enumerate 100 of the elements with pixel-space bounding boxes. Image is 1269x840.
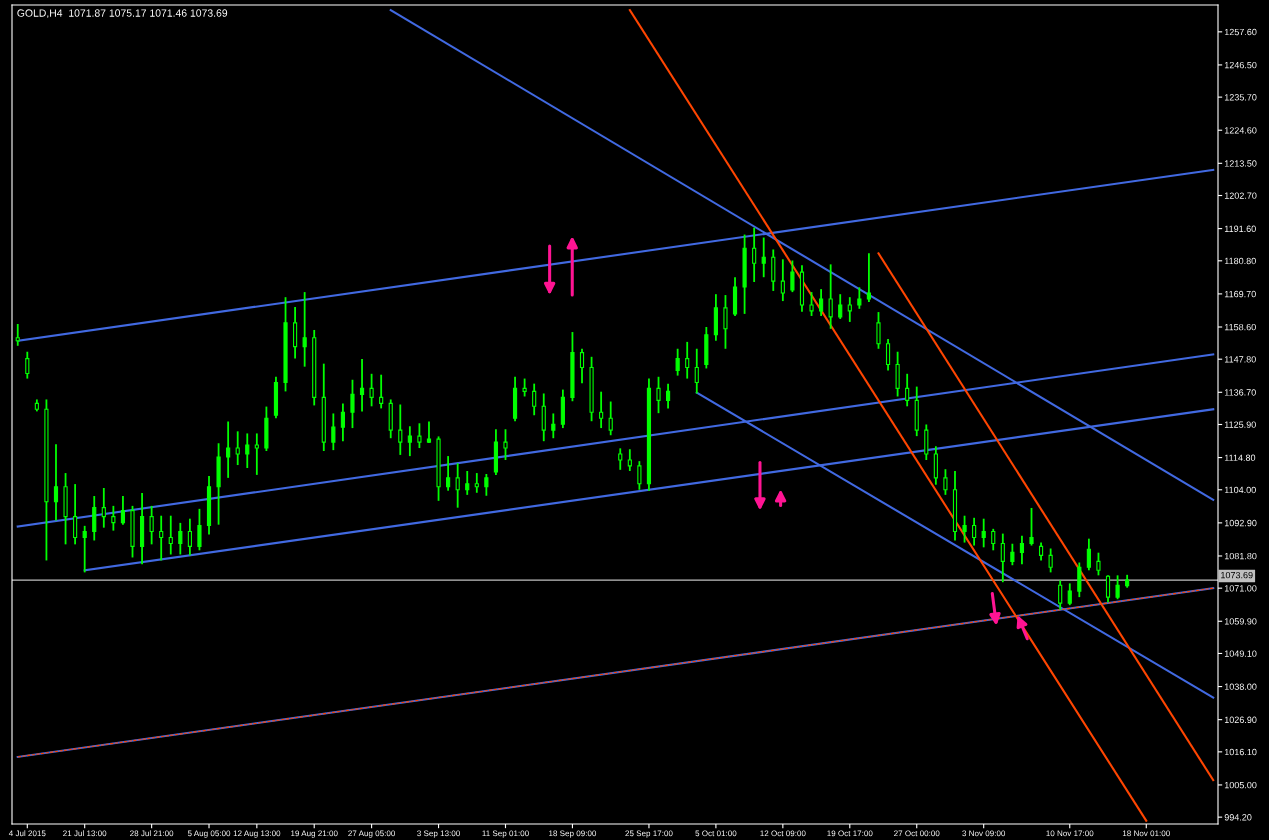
candlestick (197, 508, 202, 551)
candlestick (675, 348, 680, 376)
y-tick-label: 1005.00 (1224, 781, 1257, 789)
candlestick (809, 292, 814, 316)
candlestick (245, 433, 250, 469)
y-tick-label: 1114.80 (1224, 454, 1256, 461)
candlestick (876, 312, 881, 349)
candlestick (522, 378, 527, 397)
y-tick-label: 1081.80 (1224, 552, 1257, 560)
candlestick (293, 307, 298, 359)
candlestick (972, 517, 977, 546)
candlestick (532, 383, 537, 416)
x-tick-label: 28 Jul 21:00 (130, 830, 174, 837)
candlestick (426, 421, 432, 443)
candlestick (446, 456, 451, 491)
candlestick (1048, 548, 1053, 573)
candlestick (1029, 507, 1034, 546)
x-tick-label: 12 Aug 13:00 (233, 830, 281, 838)
candlestick (933, 446, 938, 485)
x-tick-label: 5 Aug 05:00 (187, 830, 231, 838)
candlestick (25, 351, 30, 379)
candlestick (73, 484, 78, 545)
candlestick (828, 264, 833, 329)
candlestick (551, 413, 556, 439)
candlestick (503, 429, 508, 460)
candlestick (1019, 535, 1025, 565)
candlestick (1058, 580, 1063, 610)
candlestick (359, 358, 365, 412)
x-tick-label: 19 Aug 21:00 (291, 830, 338, 838)
candlestick (455, 463, 460, 508)
y-tick-label: 1180.80 (1224, 257, 1256, 265)
candlestick (1086, 538, 1091, 571)
candlestick (149, 505, 154, 545)
candlestick (302, 292, 307, 367)
chart-title: GOLD,H4 1071.87 1075.17 1071.46 1073.69 (17, 9, 228, 18)
x-tick-label: 12 Oct 09:00 (760, 830, 806, 837)
x-tick-label: 27 Aug 05:00 (348, 830, 396, 838)
candlestick (465, 470, 470, 495)
candlestick (340, 403, 345, 442)
y-tick-label: 1235.70 (1224, 94, 1257, 101)
x-tick-label: 19 Oct 17:00 (827, 830, 873, 837)
y-tick-label: 1246.50 (1224, 61, 1257, 69)
y-tick-label: 1147.80 (1224, 356, 1256, 363)
candlestick (943, 469, 948, 495)
y-tick-label: 1257.60 (1224, 28, 1257, 36)
candlestick (656, 376, 661, 414)
candlestick (235, 431, 240, 466)
candlestick (254, 433, 259, 475)
x-tick-label: 4 Jul 2015 (8, 830, 46, 837)
candlestick (350, 379, 355, 429)
y-tick-label: 1071.00 (1224, 585, 1257, 592)
x-tick-label: 11 Sep 01:00 (482, 830, 529, 838)
candlestick (1077, 562, 1082, 598)
x-tick-label: 18 Nov 01:00 (1122, 830, 1170, 837)
candlestick (924, 424, 929, 460)
candlestick (905, 373, 910, 407)
candlestick (369, 373, 374, 407)
candlestick (407, 426, 412, 457)
candlestick (178, 522, 183, 555)
candlestick (120, 496, 126, 525)
y-tick-label: 1202.70 (1224, 192, 1257, 199)
y-tick-label: 1092.90 (1224, 519, 1257, 527)
y-tick-label: 1213.50 (1224, 160, 1257, 167)
candlestick (771, 249, 776, 291)
candlestick (694, 348, 699, 394)
y-tick-label: 1125.90 (1224, 421, 1256, 428)
y-tick-label: 1016.10 (1224, 748, 1257, 756)
candlestick (168, 515, 173, 555)
x-tick-label: 10 Nov 17:00 (1046, 830, 1094, 837)
candlestick (159, 515, 164, 561)
y-tick-label: 1169.70 (1224, 290, 1256, 298)
x-tick-label: 3 Nov 09:00 (962, 830, 1006, 837)
y-tick-label: 1038.00 (1224, 683, 1257, 690)
x-tick-label: 25 Sep 17:00 (625, 830, 673, 838)
candlestick (541, 393, 546, 442)
candlestick (331, 413, 336, 451)
candlestick (780, 259, 785, 302)
candlestick (981, 518, 986, 548)
candlestick (474, 473, 479, 493)
candlestick (484, 473, 489, 496)
candlestick (579, 348, 585, 384)
y-tick-label: 994.20 (1224, 814, 1252, 821)
candlestick (962, 515, 967, 543)
candlestick (637, 461, 642, 490)
x-tick-label: 27 Oct 00:00 (894, 830, 940, 837)
candlestick (92, 496, 97, 541)
candlestick (101, 487, 106, 528)
candlestick (895, 351, 900, 397)
candlestick (53, 444, 59, 521)
candlestick (1067, 583, 1072, 606)
candlestick (627, 449, 632, 472)
y-tick-label: 1224.60 (1224, 127, 1257, 134)
x-tick-label: 5 Oct 01:00 (695, 830, 737, 837)
candlestick (847, 297, 852, 322)
candlestick (991, 528, 996, 551)
candlestick (417, 423, 422, 449)
y-tick-label: 1104.00 (1224, 486, 1256, 494)
x-tick-label: 3 Sep 13:00 (417, 830, 460, 838)
candlestick (226, 421, 231, 478)
candlestick (599, 391, 604, 429)
